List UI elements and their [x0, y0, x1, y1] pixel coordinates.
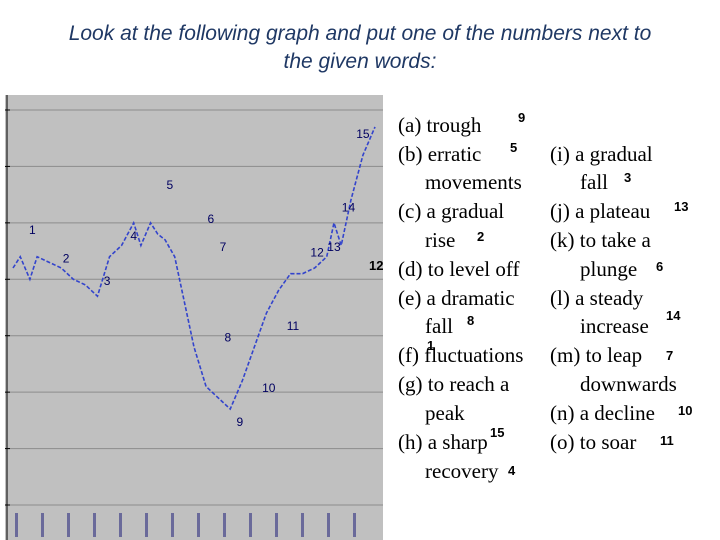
item-k-cont: plunge [580, 257, 638, 281]
item-b-cont: movements [425, 170, 522, 194]
x-tick-label [275, 513, 278, 537]
item-d: (d) to level off [398, 257, 520, 281]
answer-l: 14 [666, 308, 681, 323]
title-line-1: Look at the following graph and put one … [68, 22, 652, 45]
answer-a: 9 [518, 110, 526, 125]
answer-n: 10 [678, 403, 693, 418]
answer-f: 1 [427, 338, 435, 353]
item-f: (f) fluctuations [398, 343, 524, 367]
item-e: (e) a dramatic [398, 286, 515, 310]
item-h-cont: recovery [425, 459, 499, 483]
answer-h: 15 [490, 425, 505, 440]
title-line-2: the given words: [283, 50, 437, 73]
item-j: (j) a plateau [550, 199, 651, 223]
item-m-cont: downwards [580, 372, 677, 396]
marker-label-7: 7 [220, 240, 227, 254]
answer-k: 6 [656, 259, 664, 274]
item-i: (i) a gradual [550, 142, 653, 166]
answer-b: 5 [510, 140, 518, 155]
item-i-cont: fall [580, 170, 608, 194]
x-tick-label [301, 513, 304, 537]
x-tick-label [249, 513, 252, 537]
series-line [12, 126, 376, 411]
x-tick-label [353, 513, 356, 537]
item-g: (g) to reach a [398, 372, 510, 396]
item-n: (n) a decline [550, 401, 655, 425]
marker-label-10: 10 [262, 381, 276, 395]
instruction-title: Look at the following graph and put one … [0, 20, 720, 76]
item-b: (b) erratic [398, 142, 482, 166]
x-tick-label [41, 513, 44, 537]
answer-i: 3 [624, 170, 632, 185]
item-c: (c) a gradual [398, 199, 505, 223]
item-o: (o) to soar [550, 430, 637, 454]
graph-gridlines [5, 109, 383, 506]
item-c-cont: rise [425, 228, 456, 252]
item-m: (m) to leap [550, 343, 643, 367]
marker-label-14: 14 [342, 201, 356, 215]
answer-j: 13 [674, 199, 689, 214]
marker-label-15: 15 [356, 127, 370, 141]
item-k: (k) to take a [550, 228, 651, 252]
item-l: (l) a steady [550, 286, 644, 310]
marker-label-9: 9 [237, 415, 244, 429]
x-axis-ticks [15, 513, 356, 537]
x-tick-label [223, 513, 226, 537]
x-tick-label [327, 513, 330, 537]
marker-label-13: 13 [327, 240, 341, 254]
item-a: (a) trough [398, 113, 482, 137]
marker-label-2: 2 [63, 251, 70, 265]
marker-label-6: 6 [208, 212, 215, 226]
x-tick-label [145, 513, 148, 537]
item-g-cont: peak [425, 401, 465, 425]
marker-label-3: 3 [104, 274, 111, 288]
x-tick-label [171, 513, 174, 537]
item-l-cont: increase [580, 314, 649, 338]
marker-label-4: 4 [130, 229, 137, 243]
answer-h-cont: 4 [508, 463, 516, 478]
x-tick-label [93, 513, 96, 537]
x-tick-label [67, 513, 70, 537]
marker-label-8: 8 [224, 330, 231, 344]
graph-background [5, 95, 383, 540]
plot-series [12, 126, 376, 411]
item-h: (h) a sharp [398, 430, 488, 454]
answer-c: 2 [477, 229, 485, 244]
marker-label-5: 5 [167, 178, 174, 192]
x-tick-label [197, 513, 200, 537]
x-tick-label [119, 513, 122, 537]
marker-label-1: 1 [29, 223, 36, 237]
marker-label-11: 11 [287, 319, 300, 333]
answer-m: 7 [666, 348, 674, 363]
item-e-cont: fall [425, 314, 453, 338]
marker-label-12: 12 [310, 246, 324, 260]
answer-d: 12 [369, 258, 384, 273]
answer-e: 8 [467, 313, 475, 328]
answer-o: 11 [660, 433, 674, 448]
x-tick-label [15, 513, 18, 537]
